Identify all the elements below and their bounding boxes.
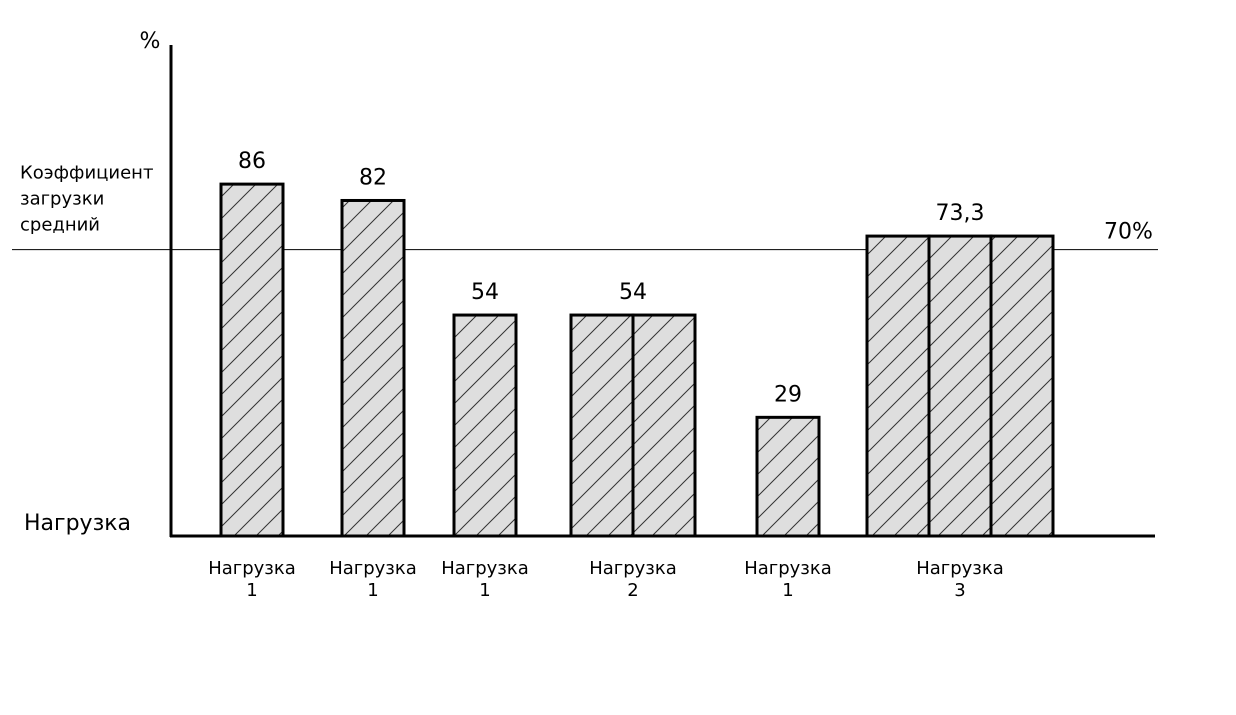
bar <box>755 415 821 538</box>
x-tick-label: 2 <box>627 580 638 601</box>
value-label: 82 <box>359 165 387 190</box>
x-tick-label: Нагрузка <box>208 558 296 579</box>
x-tick-label: Нагрузка <box>441 558 529 579</box>
x-tick-label: Нагрузка <box>744 558 832 579</box>
reference-text: средний <box>20 215 100 236</box>
bar <box>219 182 285 538</box>
value-label: 29 <box>774 382 802 407</box>
bar <box>927 234 993 538</box>
bar <box>989 234 1055 538</box>
x-tick-label: 1 <box>367 580 378 601</box>
value-label: 54 <box>471 280 499 305</box>
reference-value-label: 70% <box>1104 220 1153 245</box>
reference-text: загрузки <box>20 189 104 210</box>
value-label: 54 <box>619 280 647 305</box>
bar <box>865 234 931 538</box>
x-tick-label: Нагрузка <box>916 558 1004 579</box>
x-axis-label: Нагрузка <box>24 511 131 536</box>
reference-text: Коэффициент <box>20 163 153 184</box>
value-label: 73,3 <box>936 201 985 226</box>
x-tick-label: 1 <box>246 580 257 601</box>
bar <box>631 313 697 538</box>
x-tick-label: Нагрузка <box>329 558 417 579</box>
value-label: 86 <box>238 149 266 174</box>
x-tick-label: 3 <box>954 580 965 601</box>
y-axis-label: % <box>140 29 161 54</box>
bar <box>569 313 635 538</box>
x-tick-label: 1 <box>479 580 490 601</box>
x-tick-label: Нагрузка <box>589 558 677 579</box>
bar <box>340 198 406 538</box>
x-tick-label: 1 <box>782 580 793 601</box>
bar <box>452 313 518 538</box>
